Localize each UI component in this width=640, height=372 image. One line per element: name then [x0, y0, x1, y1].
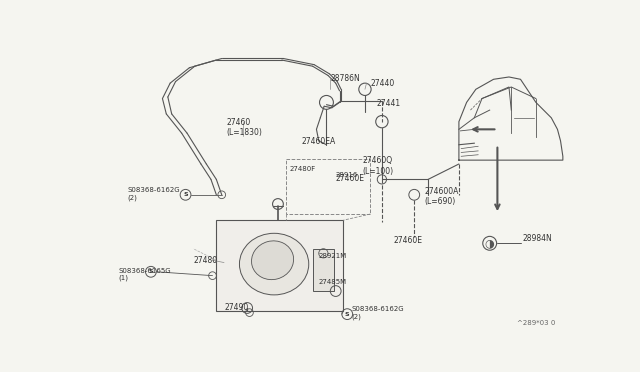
Bar — [285, 158, 371, 214]
Text: 27460Q
(L=100): 27460Q (L=100) — [363, 156, 394, 176]
Ellipse shape — [239, 233, 308, 295]
Text: 28921M: 28921M — [319, 253, 347, 259]
Text: S: S — [183, 192, 188, 197]
Text: ^289*03 0: ^289*03 0 — [516, 320, 555, 326]
Text: S08368-6162G
(2): S08368-6162G (2) — [351, 307, 404, 320]
Text: 27460E: 27460E — [336, 174, 365, 183]
Text: 27490: 27490 — [224, 302, 248, 312]
Text: 27440: 27440 — [371, 79, 395, 88]
Bar — [312, 249, 334, 291]
Text: 27460
(L=1830): 27460 (L=1830) — [227, 118, 262, 137]
Text: 28786N: 28786N — [330, 74, 360, 83]
Text: 27441: 27441 — [376, 99, 401, 108]
Text: 28984N: 28984N — [522, 234, 552, 243]
Text: 27480: 27480 — [193, 256, 218, 265]
Ellipse shape — [252, 241, 294, 280]
Bar — [216, 220, 344, 311]
Text: S08368-6162G
(2): S08368-6162G (2) — [128, 187, 180, 201]
Text: 28916: 28916 — [336, 173, 358, 179]
Text: S: S — [148, 269, 153, 274]
Text: ◑: ◑ — [485, 238, 495, 248]
Text: S: S — [345, 312, 349, 317]
Text: 27480F: 27480F — [289, 166, 316, 172]
Text: S08368-6165G
(1): S08368-6165G (1) — [118, 268, 171, 282]
Text: 274600A
(L=690): 274600A (L=690) — [424, 187, 459, 206]
Text: 27460E: 27460E — [394, 235, 422, 245]
Text: 27460EA: 27460EA — [301, 137, 335, 146]
Text: 27485M: 27485M — [319, 279, 347, 285]
